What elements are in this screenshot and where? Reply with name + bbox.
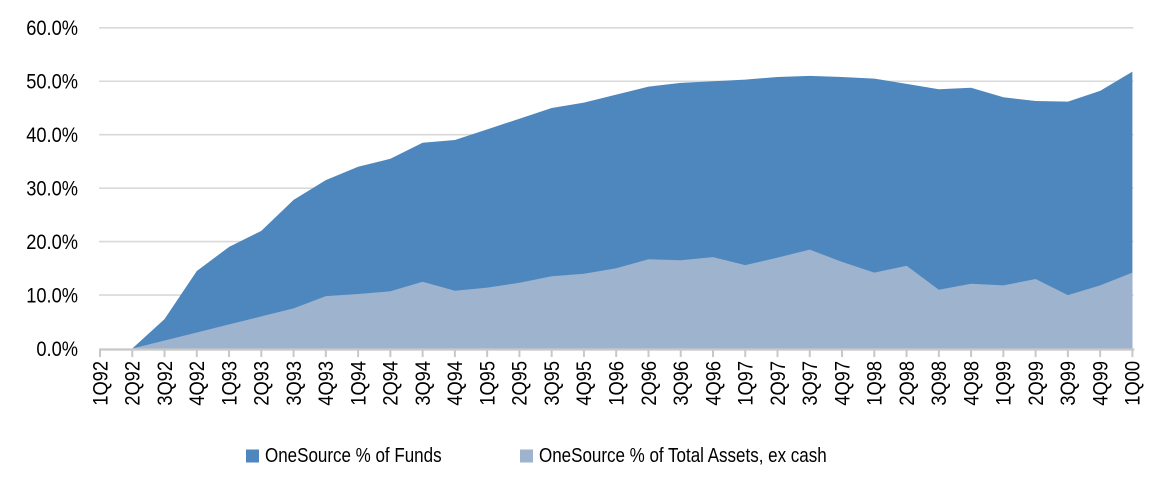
- x-tick-label-4Q98: 4Q98: [960, 361, 984, 406]
- x-tick-label-4Q95: 4Q95: [573, 361, 597, 406]
- y-tick-label: 30.0%: [26, 177, 78, 201]
- x-tick-label-4Q94: 4Q94: [444, 361, 468, 406]
- x-tick-label-3Q98: 3Q98: [928, 361, 952, 406]
- area-series-1-total-assets: [100, 249, 1133, 349]
- legend-group: OneSource % of Funds OneSource % of Total…: [246, 444, 827, 467]
- x-tick-label-1Q93: 1Q93: [218, 361, 242, 406]
- x-tick-label-2Q94: 2Q94: [379, 361, 403, 406]
- x-tick-label-2Q96: 2Q96: [637, 361, 661, 406]
- x-tick-label-2Q99: 2Q99: [1025, 361, 1049, 406]
- legend-swatch-funds: [246, 449, 259, 463]
- x-tick-label-3Q99: 3Q99: [1057, 361, 1081, 406]
- x-tick-label-1Q00: 1Q00: [1121, 361, 1145, 406]
- y-tick-label: 0.0%: [36, 337, 78, 361]
- y-axis-labels-group: 0.0% 10.0% 20.0% 30.0% 40.0% 50.0% 60.0%: [26, 17, 78, 361]
- x-tick-label-1Q92: 1Q92: [89, 361, 113, 406]
- x-axis-labels-group: 1Q92 2Q92 3Q92 4Q92 1Q93 2Q93 3Q93 4Q93 1Q94 2Q94…: [89, 361, 1145, 406]
- x-tick-label-2Q98: 2Q98: [896, 361, 920, 406]
- x-tick-label-1Q95: 1Q95: [476, 361, 500, 406]
- x-tick-label-2Q92: 2Q92: [121, 361, 145, 406]
- x-tick-label-1Q99: 1Q99: [992, 361, 1016, 406]
- x-tick-label-3Q95: 3Q95: [541, 361, 565, 406]
- y-tick-label: 50.0%: [26, 70, 78, 94]
- x-tick-label-4Q96: 4Q96: [702, 361, 726, 406]
- legend-label-total-assets: OneSource % of Total Assets, ex cash: [539, 444, 827, 467]
- x-tick-label-3Q94: 3Q94: [412, 361, 436, 406]
- legend-label-funds: OneSource % of Funds: [265, 444, 442, 467]
- x-tick-label-1Q98: 1Q98: [863, 361, 887, 406]
- x-tick-label-1Q96: 1Q96: [605, 361, 629, 406]
- y-tick-label: 10.0%: [26, 284, 78, 308]
- x-tick-label-2Q97: 2Q97: [766, 361, 790, 406]
- legend-swatch-total-assets: [520, 449, 533, 463]
- x-tick-label-4Q92: 4Q92: [186, 361, 210, 406]
- x-tick-label-3Q97: 3Q97: [799, 361, 823, 406]
- x-tick-label-1Q97: 1Q97: [734, 361, 758, 406]
- x-tick-label-4Q99: 4Q99: [1089, 361, 1113, 406]
- y-tick-label: 60.0%: [26, 17, 78, 41]
- x-tick-label-4Q93: 4Q93: [315, 361, 339, 406]
- areas-group: [100, 71, 1133, 349]
- y-tick-label: 20.0%: [26, 231, 78, 255]
- x-tick-label-3Q96: 3Q96: [670, 361, 694, 406]
- x-tick-label-2Q95: 2Q95: [508, 361, 532, 406]
- x-tick-label-4Q97: 4Q97: [831, 361, 855, 406]
- x-tick-label-3Q92: 3Q92: [153, 361, 177, 406]
- x-tick-label-3Q93: 3Q93: [283, 361, 307, 406]
- x-axis-group: [99, 348, 1135, 357]
- x-tick-label-1Q94: 1Q94: [347, 361, 371, 406]
- x-tick-label-2Q93: 2Q93: [250, 361, 274, 406]
- y-tick-label: 40.0%: [26, 124, 78, 148]
